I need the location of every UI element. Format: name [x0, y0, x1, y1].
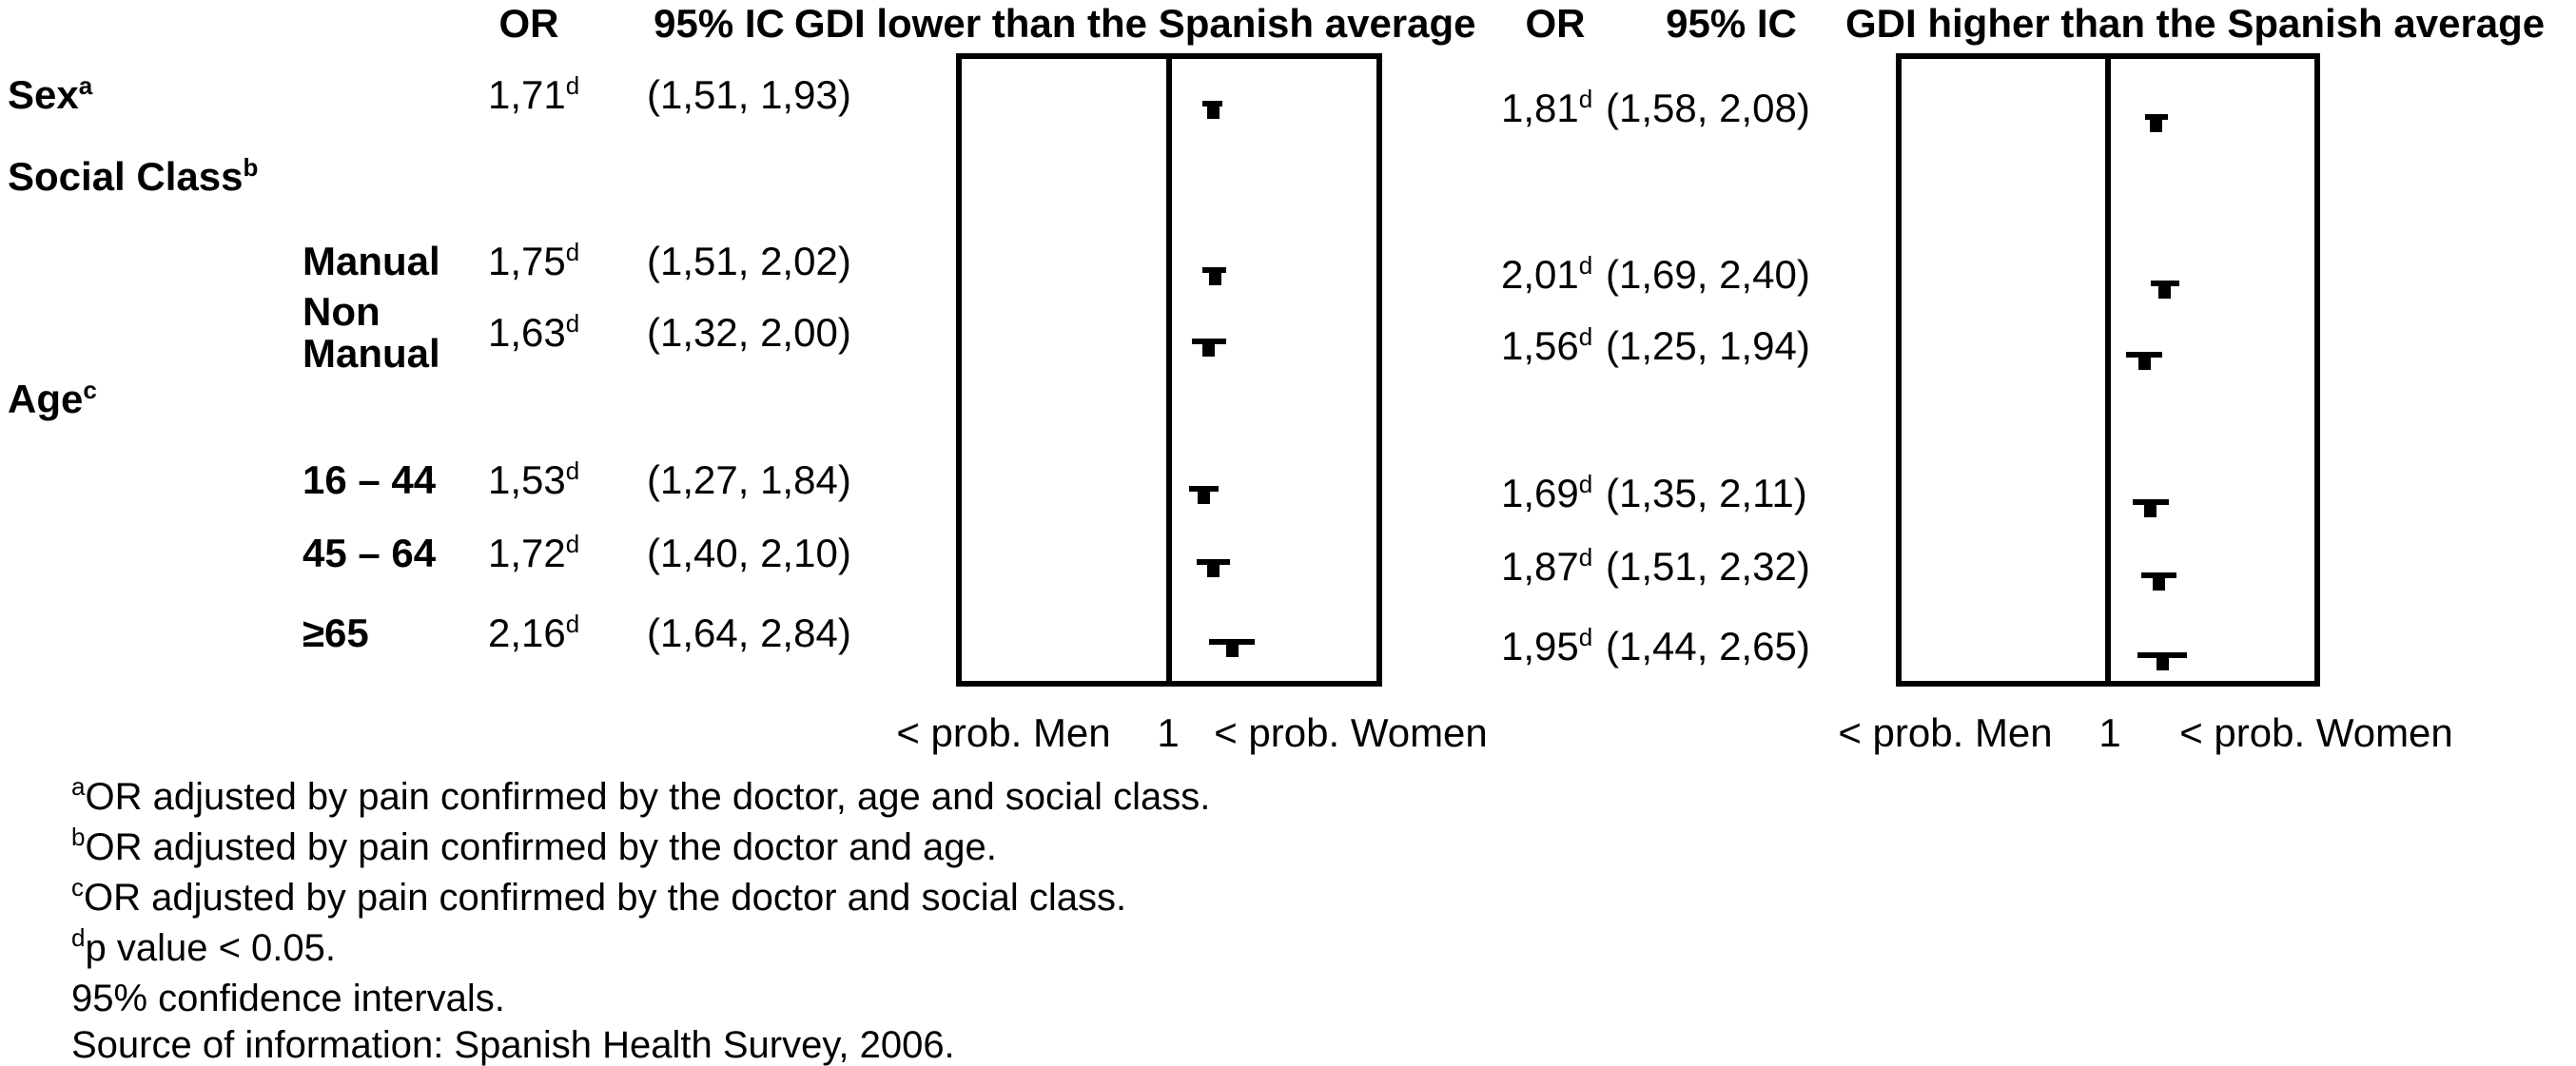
superscript-a: a — [78, 70, 93, 100]
row-label-sex: Sexa — [8, 70, 93, 117]
axis-label-women-left: < prob. Women — [1214, 710, 1488, 755]
or-marker-16-44-panel2 — [2144, 505, 2157, 517]
ci-header-left: 95% IC — [654, 1, 785, 46]
or-value-sex-panel1: 1,71d — [488, 70, 580, 117]
ci-whisker-non-manual-panel1 — [1191, 339, 1226, 344]
superscript-d: d — [1578, 84, 1593, 113]
superscript-d: d — [565, 529, 580, 558]
or-marker-non-manual-panel1 — [1202, 344, 1216, 357]
row-label-age: Agec — [8, 375, 97, 421]
axis-label-men-left: < prob. Men — [896, 710, 1111, 755]
ci-whisker-sex-panel2 — [2145, 114, 2168, 120]
row-label-manual: Manual — [302, 238, 440, 283]
ci-whisker-16-44-panel2 — [2132, 499, 2169, 505]
or-marker-sex-panel2 — [2150, 120, 2163, 132]
footnote-d: dp value < 0.05. — [71, 923, 337, 969]
or-marker-65-panel2 — [2156, 658, 2169, 670]
ci-value-16-44-panel2: (1,35, 2,11) — [1606, 470, 1807, 515]
footnote-5: 95% confidence intervals. — [71, 978, 505, 1019]
ci-value-16-44-panel1: (1,27, 1,84) — [647, 456, 851, 502]
axis-label-one-left: 1 — [1157, 710, 1180, 755]
or-header-right: OR — [1525, 1, 1586, 46]
row-label-social-class: Social Classb — [8, 152, 259, 199]
axis-label-men-right: < prob. Men — [1838, 710, 2053, 755]
footnote-superscript-b: b — [71, 823, 86, 851]
row-label-16-44: 16 – 44 — [302, 456, 437, 502]
footnote-superscript-d: d — [71, 923, 86, 952]
footnotes: aOR adjusted by pain confirmed by the do… — [71, 772, 1211, 1066]
or-value-16-44-panel2: 1,69d — [1501, 469, 1593, 515]
row-label-45-64: 45 – 64 — [302, 530, 437, 575]
superscript-d: d — [565, 308, 580, 338]
ci-whisker-manual-panel1 — [1202, 267, 1227, 273]
forest-plot-left — [956, 53, 1382, 687]
superscript-d: d — [1578, 469, 1593, 498]
or-marker-65-panel1 — [1225, 645, 1239, 657]
ci-whisker-non-manual-panel2 — [2126, 352, 2162, 358]
or-value-manual-panel1: 1,75d — [488, 237, 580, 283]
or-value-65-panel2: 1,95d — [1501, 622, 1593, 669]
or-marker-manual-panel2 — [2158, 286, 2172, 299]
superscript-d: d — [565, 455, 580, 485]
footnote-b: bOR adjusted by pain confirmed by the do… — [71, 823, 997, 868]
ci-value-65-panel1: (1,64, 2,84) — [647, 610, 851, 655]
or-marker-manual-panel1 — [1208, 273, 1221, 285]
ci-value-non-manual-panel1: (1,32, 2,00) — [647, 309, 851, 355]
footnote-superscript-c: c — [71, 873, 84, 901]
or-value-65-panel1: 2,16d — [488, 609, 580, 655]
ci-whisker-45-64-panel1 — [1196, 559, 1230, 565]
ci-value-45-64-panel2: (1,51, 2,32) — [1606, 543, 1810, 589]
ci-whisker-45-64-panel2 — [2141, 572, 2176, 578]
footnote-c: cOR adjusted by pain confirmed by the do… — [71, 873, 1127, 919]
superscript-d: d — [1578, 321, 1593, 351]
ci-value-sex-panel2: (1,58, 2,08) — [1606, 85, 1810, 130]
ci-value-65-panel2: (1,44, 2,65) — [1606, 623, 1810, 669]
or-value-45-64-panel1: 1,72d — [488, 529, 580, 575]
or-marker-45-64-panel1 — [1207, 565, 1220, 577]
or-value-sex-panel2: 1,81d — [1501, 84, 1593, 130]
or-marker-sex-panel1 — [1206, 107, 1220, 119]
or-value-manual-panel2: 2,01d — [1501, 250, 1593, 297]
ci-whisker-manual-panel2 — [2150, 281, 2179, 286]
axis-label-one-right: 1 — [2098, 710, 2121, 755]
footnote-superscript-a: a — [71, 772, 86, 801]
ci-whisker-65-panel1 — [1209, 639, 1255, 645]
or-value-non-manual-panel1: 1,63d — [488, 308, 580, 355]
row-label-non-manual: Non Manual — [302, 288, 440, 376]
ci-value-sex-panel1: (1,51, 1,93) — [647, 71, 851, 117]
ci-whisker-65-panel2 — [2137, 652, 2188, 658]
or-header-left: OR — [498, 1, 559, 46]
ci-whisker-sex-panel1 — [1202, 101, 1223, 107]
right-panel-title: GDI higher than the Spanish average — [1845, 1, 2546, 46]
ci-value-45-64-panel1: (1,40, 2,10) — [647, 530, 851, 575]
ci-value-non-manual-panel2: (1,25, 1,94) — [1606, 322, 1810, 368]
forest-plot-right — [1896, 53, 2320, 687]
row-label-65: ≥65 — [302, 610, 369, 655]
or-value-45-64-panel2: 1,87d — [1501, 542, 1593, 589]
or-value-16-44-panel1: 1,53d — [488, 455, 580, 502]
superscript-d: d — [1578, 250, 1593, 280]
superscript-c: c — [83, 375, 97, 404]
ci-header-right: 95% IC — [1666, 1, 1797, 46]
ci-whisker-16-44-panel1 — [1188, 486, 1220, 492]
superscript-d: d — [1578, 542, 1593, 572]
footnote-6: Source of information: Spanish Health Su… — [71, 1024, 955, 1066]
or-marker-16-44-panel1 — [1198, 492, 1211, 504]
superscript-d: d — [1578, 622, 1593, 651]
or-marker-45-64-panel2 — [2153, 578, 2166, 591]
axis-label-women-right: < prob. Women — [2179, 710, 2453, 755]
superscript-d: d — [565, 237, 580, 266]
or-value-non-manual-panel2: 1,56d — [1501, 321, 1593, 368]
superscript-b: b — [243, 152, 259, 182]
or-marker-non-manual-panel2 — [2137, 358, 2151, 370]
superscript-d: d — [565, 609, 580, 638]
ci-value-manual-panel2: (1,69, 2,40) — [1606, 251, 1810, 297]
ci-value-manual-panel1: (1,51, 2,02) — [647, 238, 851, 283]
left-panel-title: GDI lower than the Spanish average — [794, 1, 1476, 46]
reference-line-left — [1166, 59, 1172, 681]
superscript-d: d — [565, 70, 580, 100]
footnote-a: aOR adjusted by pain confirmed by the do… — [71, 772, 1211, 818]
reference-line-right — [2105, 59, 2111, 681]
